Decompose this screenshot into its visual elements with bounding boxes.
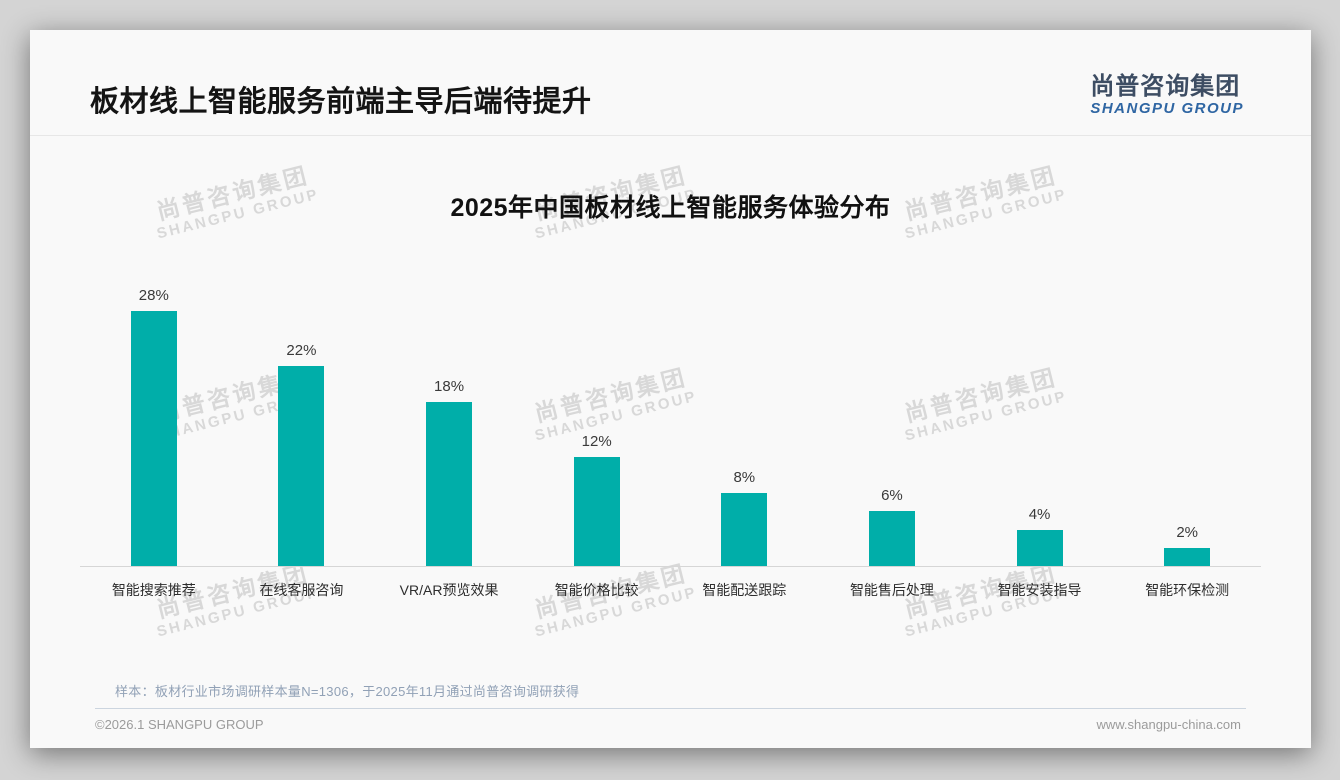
bar bbox=[1164, 547, 1211, 566]
bar-value-label: 6% bbox=[881, 487, 903, 505]
slide-header: 板材线上智能服务前端主导后端待提升 尚普咨询集团 SHANGPU GROUP bbox=[30, 30, 1311, 136]
bar-chart: 28% 22% 18% 12% 8% 6% 4% 2% 智能搜索推荐 在线客服咨询 VR/AR预览… bbox=[80, 278, 1261, 600]
bar-value-label: 28% bbox=[138, 287, 169, 305]
bar bbox=[868, 511, 915, 566]
bar bbox=[721, 493, 768, 566]
page-title: 板材线上智能服务前端主导后端待提升 bbox=[90, 85, 592, 118]
bar-column: 18% bbox=[375, 378, 523, 566]
bar bbox=[426, 402, 473, 566]
logo-text-en: SHANGPU GROUP bbox=[1090, 100, 1244, 118]
bar-value-label: 8% bbox=[733, 469, 756, 487]
slide-footer: 样本：板材行业市场调研样本量N=1306，于2025年11月通过尚普咨询调研获得… bbox=[30, 681, 1311, 748]
category-label: 智能安装指导 bbox=[997, 581, 1082, 598]
bar-value-label: 12% bbox=[581, 432, 612, 450]
slide-card: 尚普咨询集团 SHANGPU GROUP 尚普咨询集团 SHANGPU GROUP 尚普… bbox=[30, 30, 1311, 748]
bar-column: 28% bbox=[80, 287, 228, 566]
category-label: 智能配送跟踪 bbox=[702, 581, 787, 598]
bar-column: 6% bbox=[818, 487, 966, 566]
bar-value-label: 4% bbox=[1028, 505, 1051, 523]
bar bbox=[278, 365, 325, 566]
chart-section: 2025年中国板材线上智能服务体验分布 28% 22% 18% 12% 8% 6% 4% 2%… bbox=[30, 188, 1311, 600]
category-label: VR/AR预览效果 bbox=[399, 581, 499, 598]
category-label: 智能价格比较 bbox=[554, 581, 639, 598]
bar-column: 2% bbox=[1113, 524, 1261, 566]
bar-chart-plot: 28% 22% 18% 12% 8% 6% 4% 2% bbox=[80, 278, 1261, 567]
category-label: 智能售后处理 bbox=[849, 581, 934, 598]
category-label: 智能环保检测 bbox=[1145, 581, 1230, 598]
company-logo: 尚普咨询集团 SHANGPU GROUP bbox=[1090, 74, 1244, 117]
chart-title: 2025年中国板材线上智能服务体验分布 bbox=[450, 193, 891, 222]
bar-chart-categories: 智能搜索推荐 在线客服咨询 VR/AR预览效果 智能价格比较 智能配送跟踪 智能售后处理 智… bbox=[80, 567, 1261, 600]
bar-column: 12% bbox=[523, 433, 671, 566]
bar-value-label: 22% bbox=[286, 341, 317, 359]
bar bbox=[573, 456, 620, 566]
bar-value-label: 2% bbox=[1176, 523, 1199, 541]
bar bbox=[1016, 529, 1063, 566]
copyright-text: ©2026.1 SHANGPU GROUP bbox=[95, 717, 264, 732]
logo-text-cn: 尚普咨询集团 bbox=[1090, 73, 1241, 100]
bar-value-label: 18% bbox=[434, 378, 465, 396]
bar-column: 8% bbox=[671, 469, 819, 566]
website-url: www.shangpu-china.com bbox=[1096, 717, 1241, 732]
bar-column: 4% bbox=[966, 506, 1114, 566]
sample-footnote: 样本：板材行业市场调研样本量N=1306，于2025年11月通过尚普咨询调研获得 bbox=[115, 684, 580, 699]
bar bbox=[130, 311, 177, 566]
bar-column: 22% bbox=[228, 342, 376, 566]
category-label: 智能搜索推荐 bbox=[111, 581, 196, 598]
category-label: 在线客服咨询 bbox=[259, 581, 344, 598]
footer-divider bbox=[95, 708, 1246, 709]
